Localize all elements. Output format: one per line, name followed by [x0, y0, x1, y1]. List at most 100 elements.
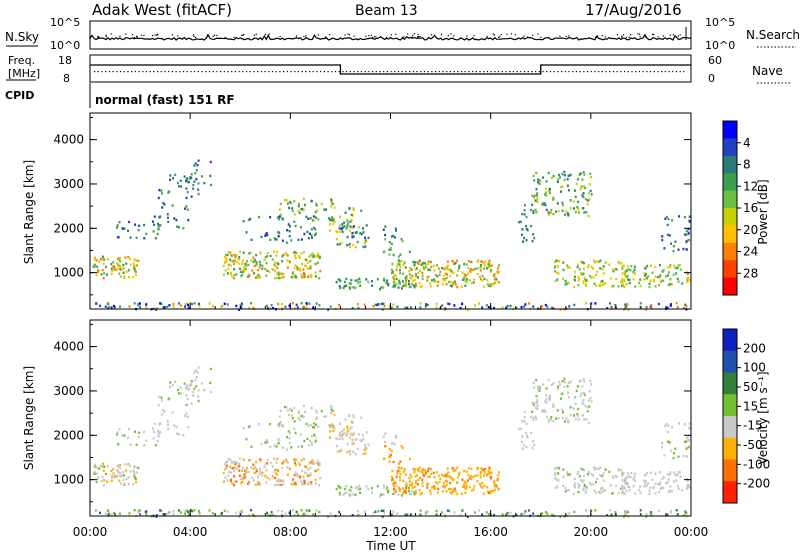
velocity-cell — [612, 475, 615, 478]
velocity-cell — [410, 475, 413, 478]
power-cell — [325, 208, 327, 211]
velocity-cell — [649, 486, 652, 489]
power-cell — [156, 222, 159, 226]
power-cell — [278, 215, 281, 219]
power-cell — [348, 243, 351, 246]
power-cell — [441, 278, 444, 281]
velocity-cell — [672, 456, 675, 460]
velocity-cell — [354, 452, 357, 456]
power-cell — [282, 275, 285, 279]
power-cell — [482, 262, 485, 265]
power-cell — [187, 306, 190, 309]
velocity-cell — [521, 435, 524, 438]
power-cell — [577, 200, 580, 204]
nave-dot — [171, 71, 174, 73]
velocity-cell — [483, 471, 486, 474]
power-cell — [395, 283, 398, 286]
velocity-cell — [590, 483, 593, 486]
velocity-cell — [231, 467, 234, 470]
velocity-cell — [294, 431, 297, 435]
nsearch-dot — [473, 35, 475, 37]
power-cell — [272, 307, 275, 310]
power-cell — [103, 258, 106, 261]
power-cell — [479, 278, 482, 281]
power-cell — [538, 182, 541, 185]
power-cell — [522, 240, 524, 243]
power-cell — [672, 249, 675, 253]
nave-dot — [153, 71, 155, 73]
power-cell — [686, 278, 689, 281]
velocity-cell — [277, 425, 280, 428]
velocity-cell — [399, 479, 402, 482]
nsearch-dot — [206, 34, 208, 36]
power-cell — [480, 260, 483, 263]
velocity-cell — [488, 466, 491, 469]
power-cell — [612, 268, 615, 271]
velocity-cell — [302, 404, 305, 408]
nsearch-dot — [669, 34, 671, 36]
velocity-cell — [536, 398, 539, 402]
nsky-panel-frame — [89, 20, 692, 50]
power-cell — [222, 264, 225, 268]
power-cell — [345, 227, 348, 230]
power-cell — [266, 255, 269, 258]
power-cell — [104, 265, 107, 269]
power-cell — [583, 173, 586, 176]
power-cell — [518, 221, 521, 224]
velocity-cell — [240, 509, 243, 512]
nave-dot — [460, 71, 463, 73]
power-cell — [298, 256, 301, 259]
velocity-cell — [472, 475, 475, 479]
power-cell — [176, 225, 179, 228]
freq-trace — [90, 64, 691, 75]
power-cell — [479, 269, 482, 272]
power-cell — [278, 231, 281, 235]
power-cell — [535, 171, 538, 175]
power-cell — [381, 308, 384, 311]
power-cell — [551, 306, 554, 310]
velocity-cell — [390, 442, 393, 445]
power-cell — [244, 262, 247, 266]
velocity-cell — [336, 437, 339, 441]
colorbar-segment — [723, 190, 737, 209]
velocity-cell — [331, 423, 334, 426]
power-cell — [238, 255, 241, 259]
power-cell — [414, 268, 417, 271]
velocity-cell — [414, 479, 417, 483]
power-cell — [212, 305, 214, 308]
power-cell — [578, 277, 581, 280]
power-cell — [568, 266, 571, 269]
velocity-cell — [573, 414, 575, 417]
velocity-cell — [106, 480, 108, 483]
power-cell — [383, 279, 386, 282]
velocity-cell — [311, 443, 313, 446]
velocity-cell — [438, 480, 441, 484]
velocity-cell — [195, 385, 198, 388]
power-cell — [224, 255, 227, 259]
power-cell — [651, 271, 654, 274]
power-cell — [265, 274, 268, 277]
velocity-cell — [624, 481, 627, 485]
power-cell — [252, 256, 255, 259]
velocity-cell — [445, 473, 448, 476]
velocity-cell — [362, 438, 365, 441]
power-cell — [186, 208, 189, 211]
velocity-cell — [295, 483, 298, 486]
power-cell — [557, 272, 560, 275]
nsearch-dot — [243, 33, 245, 36]
power-cell — [542, 176, 545, 179]
power-cell — [116, 226, 118, 229]
power-cell — [185, 187, 188, 190]
velocity-cell — [582, 399, 585, 402]
power-cell — [580, 272, 582, 275]
nsearch-dot — [156, 34, 158, 37]
velocity-cell — [541, 512, 544, 515]
velocity-cell — [308, 462, 311, 465]
power-cell — [453, 304, 456, 307]
velocity-cell — [119, 512, 121, 515]
velocity-cell — [118, 428, 121, 431]
velocity-cell — [436, 482, 439, 485]
power-cell — [391, 262, 394, 266]
power-cell — [240, 302, 243, 305]
velocity-cell — [383, 484, 385, 487]
